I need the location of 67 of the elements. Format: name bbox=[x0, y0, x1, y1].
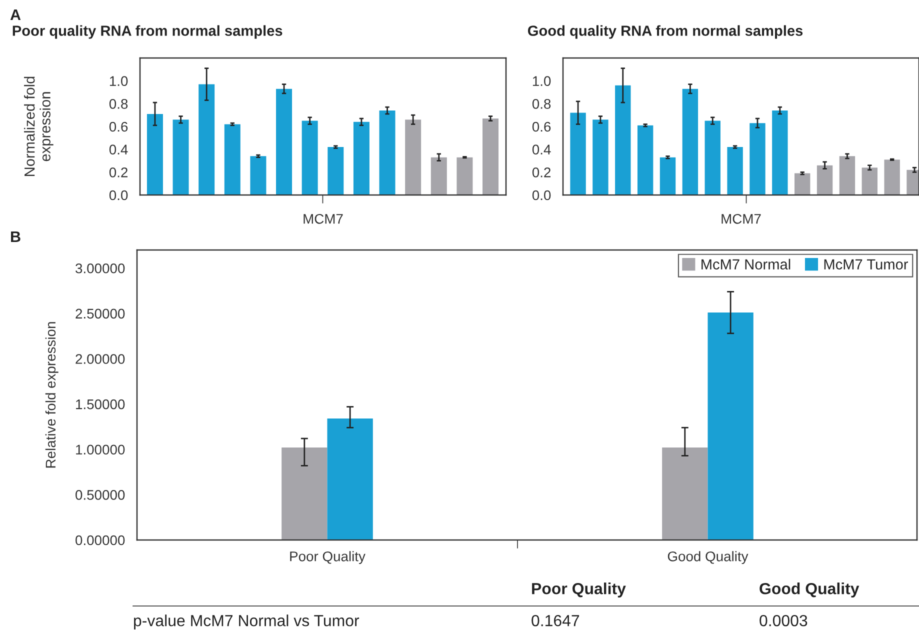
legend-label: McM7 Normal bbox=[702, 258, 790, 270]
y-axis-title: Relative fold expression bbox=[45, 322, 58, 468]
y-tick-label: 0.8 bbox=[109, 99, 128, 109]
bar bbox=[884, 160, 900, 195]
y-tick-label: 0.4 bbox=[532, 144, 551, 155]
y-tick-label: 0.6 bbox=[532, 122, 551, 132]
bar bbox=[276, 88, 292, 195]
bar bbox=[637, 125, 654, 195]
text: B bbox=[11, 231, 20, 242]
bar bbox=[816, 165, 833, 195]
bar bbox=[379, 110, 396, 195]
y-tick-label: 0.00000 bbox=[76, 535, 125, 546]
bar bbox=[794, 173, 810, 195]
bar bbox=[327, 418, 373, 540]
text: p-value McM7 Normal vs Tumor bbox=[134, 614, 360, 630]
x-axis-title: MCM7 bbox=[722, 214, 761, 224]
y-tick-label: 0.8 bbox=[532, 99, 551, 109]
text: A bbox=[10, 9, 21, 20]
legend-label: McM7 Tumor bbox=[824, 259, 908, 270]
bar bbox=[456, 157, 473, 195]
bar bbox=[708, 312, 754, 540]
y-tick-label: 1.0 bbox=[110, 76, 128, 86]
bar bbox=[172, 120, 189, 195]
y-tick-label: 3.00000 bbox=[76, 263, 125, 274]
y-tick-label: 0.0 bbox=[532, 190, 551, 200]
bar bbox=[772, 110, 788, 195]
x-axis-title: MCM7 bbox=[304, 214, 343, 224]
bar bbox=[862, 168, 878, 195]
y-tick-label: 1.0 bbox=[532, 76, 551, 86]
y-tick-label: 0.0 bbox=[109, 190, 128, 200]
bar bbox=[592, 120, 608, 195]
chart-title: Poor quality RNA from normal samples bbox=[12, 25, 282, 39]
bar bbox=[224, 124, 240, 195]
bar bbox=[328, 147, 344, 195]
bar bbox=[250, 156, 266, 195]
bar bbox=[704, 120, 720, 195]
y-tick-label: 0.4 bbox=[109, 144, 128, 155]
bar bbox=[662, 448, 708, 540]
y-tick-label: 0.50000 bbox=[76, 490, 125, 500]
bar bbox=[839, 156, 856, 195]
text: 0.1647 bbox=[532, 614, 580, 626]
y-tick-label: 2.50000 bbox=[76, 308, 125, 319]
bar bbox=[570, 112, 586, 195]
y-tick-label: 2.00000 bbox=[76, 354, 125, 364]
bar bbox=[682, 88, 698, 195]
bar bbox=[146, 114, 163, 195]
bar bbox=[727, 147, 743, 195]
y-tick-label: 1.00000 bbox=[76, 444, 125, 455]
bar bbox=[198, 84, 215, 195]
y-tick-label: 0.6 bbox=[109, 122, 128, 132]
bar bbox=[353, 122, 370, 195]
y-tick-label: 0.2 bbox=[109, 168, 128, 178]
chart-title: Good quality RNA from normal samples bbox=[528, 25, 803, 39]
bar bbox=[302, 120, 318, 195]
y-tick-label: 0.2 bbox=[532, 168, 550, 178]
bar bbox=[482, 118, 499, 195]
y-axis-title: Normalized fold expression bbox=[24, 76, 54, 176]
text: 0.0003 bbox=[760, 614, 808, 626]
bar bbox=[405, 120, 422, 195]
bar bbox=[615, 85, 631, 195]
bar bbox=[430, 157, 447, 195]
bar bbox=[282, 448, 328, 540]
bar bbox=[660, 157, 676, 195]
y-tick-label: 1.50000 bbox=[76, 399, 125, 410]
text: Poor Quality bbox=[532, 582, 626, 598]
bar bbox=[750, 123, 766, 195]
text: Good Quality bbox=[760, 582, 860, 598]
